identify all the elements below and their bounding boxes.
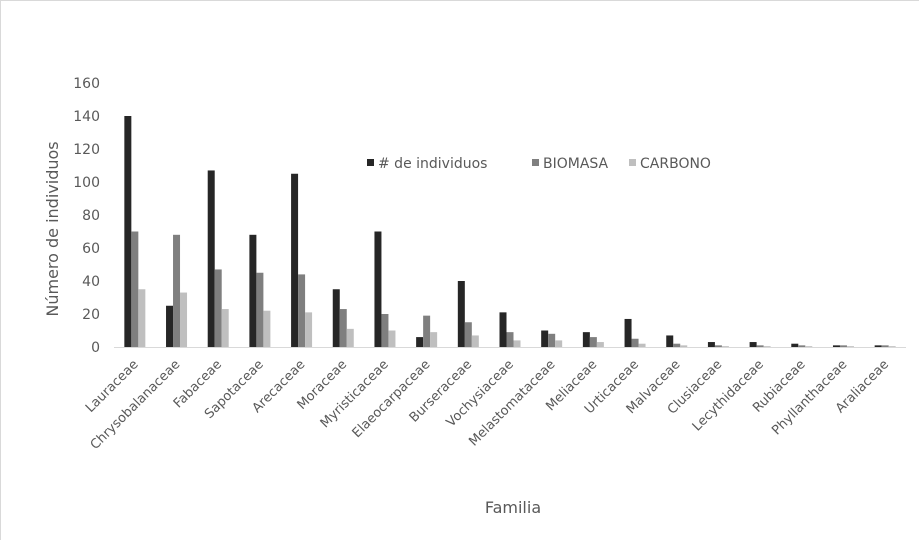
bar-de-individuos-araliaceae xyxy=(874,345,882,347)
bar-carbono-sapotaceae xyxy=(263,310,271,347)
bar-carbono-urticaceae xyxy=(638,343,646,347)
bar-de-individuos-elaeocarpaceae xyxy=(416,337,424,347)
bar-de-individuos-clusiaceae xyxy=(707,342,715,347)
x-tick-label: Phyllanthaceae xyxy=(769,357,850,438)
bar-de-individuos-melastomataceae xyxy=(541,330,549,347)
bar-carbono-elaeocarpaceae xyxy=(430,332,438,347)
bar-biomasa-lecythidaceae xyxy=(756,345,764,347)
y-tick-label: 40 xyxy=(82,274,100,290)
y-tick-label: 140 xyxy=(73,109,100,125)
bar-de-individuos-meliaceae xyxy=(582,332,590,347)
bar-carbono-vochysiaceae xyxy=(513,340,521,347)
y-tick-label: 120 xyxy=(73,142,100,158)
bar-de-individuos-urticaceae xyxy=(624,318,632,347)
bar-biomasa-arecaceae xyxy=(298,274,306,347)
bar-biomasa-rubiaceae xyxy=(798,345,806,347)
x-tick-label: Lecythidaceae xyxy=(690,357,767,434)
bar-carbono-melastomataceae xyxy=(555,340,563,347)
bar-carbono-chrysobalanaceae xyxy=(180,292,188,347)
bar-biomasa-myristicaceae xyxy=(381,314,389,347)
legend-swatch xyxy=(532,159,539,166)
y-axis: 0 20 40 60 80 100 120 140 160 xyxy=(73,76,100,356)
legend: # de individuos BIOMASA CARBONO xyxy=(367,156,711,172)
bar-carbono-clusiaceae xyxy=(721,346,729,347)
bar-carbono-malvaceae xyxy=(680,345,688,347)
bar-de-individuos-chrysobalanaceae xyxy=(166,305,174,347)
bar-de-individuos-moraceae xyxy=(332,289,340,347)
bar-de-individuos-phyllanthaceae xyxy=(832,345,840,347)
legend-label: # de individuos xyxy=(378,156,487,172)
y-tick-label: 160 xyxy=(73,76,100,92)
bar-de-individuos-burseraceae xyxy=(457,281,465,347)
bar-carbono-burseraceae xyxy=(471,335,479,347)
bar-carbono-myristicaceae xyxy=(388,330,396,347)
bar-biomasa-sapotaceae xyxy=(256,272,264,347)
bar-biomasa-clusiaceae xyxy=(714,345,722,347)
bar-de-individuos-sapotaceae xyxy=(249,234,257,347)
bar-biomasa-lauraceae xyxy=(131,231,139,347)
bar-biomasa-meliaceae xyxy=(589,337,597,347)
bar-carbono-arecaceae xyxy=(305,312,313,347)
bar-carbono-lauraceae xyxy=(138,289,146,347)
bar-biomasa-fabaceae xyxy=(214,269,222,347)
bar-de-individuos-myristicaceae xyxy=(374,231,382,347)
x-tick-label: Elaeocarpaceae xyxy=(350,357,434,441)
legend-label: CARBONO xyxy=(640,156,711,172)
bar-carbono-moraceae xyxy=(346,328,354,347)
bar-biomasa-melastomataceae xyxy=(548,333,556,347)
legend-swatch xyxy=(367,159,374,166)
bar-biomasa-phyllanthaceae xyxy=(839,345,847,347)
bars-group xyxy=(124,116,896,347)
bar-carbono-phyllanthaceae xyxy=(846,346,854,347)
bar-de-individuos-vochysiaceae xyxy=(499,312,507,347)
bar-biomasa-chrysobalanaceae xyxy=(173,234,181,347)
x-axis: LauraceaeChrysobalanaceaeFabaceaeSapotac… xyxy=(83,357,892,453)
bar-biomasa-burseraceae xyxy=(464,322,472,347)
bar-biomasa-araliaceae xyxy=(881,345,889,347)
bar-biomasa-moraceae xyxy=(339,309,347,347)
bar-de-individuos-malvaceae xyxy=(666,335,674,347)
bar-de-individuos-lecythidaceae xyxy=(749,342,757,347)
bar-carbono-fabaceae xyxy=(221,309,229,347)
legend-swatch xyxy=(629,159,636,166)
bar-de-individuos-rubiaceae xyxy=(791,343,799,347)
y-tick-label: 80 xyxy=(82,208,100,224)
bar-de-individuos-lauraceae xyxy=(124,116,132,347)
bar-carbono-araliaceae xyxy=(888,346,896,347)
bar-carbono-meliaceae xyxy=(596,342,604,347)
legend-label: BIOMASA xyxy=(543,156,609,172)
bar-biomasa-malvaceae xyxy=(673,343,681,347)
bar-de-individuos-arecaceae xyxy=(291,173,299,347)
x-axis-label: Familia xyxy=(485,498,541,517)
bar-biomasa-urticaceae xyxy=(631,338,639,347)
y-tick-label: 100 xyxy=(73,175,100,191)
bar-carbono-lecythidaceae xyxy=(763,346,771,347)
bar-biomasa-elaeocarpaceae xyxy=(423,315,431,347)
bar-biomasa-vochysiaceae xyxy=(506,332,514,347)
y-tick-label: 20 xyxy=(82,307,100,323)
bar-de-individuos-fabaceae xyxy=(207,170,215,347)
y-tick-label: 60 xyxy=(82,241,100,257)
bar-carbono-rubiaceae xyxy=(805,346,813,347)
y-axis-label: Número de individuos xyxy=(43,141,62,316)
y-tick-label: 0 xyxy=(91,340,100,356)
